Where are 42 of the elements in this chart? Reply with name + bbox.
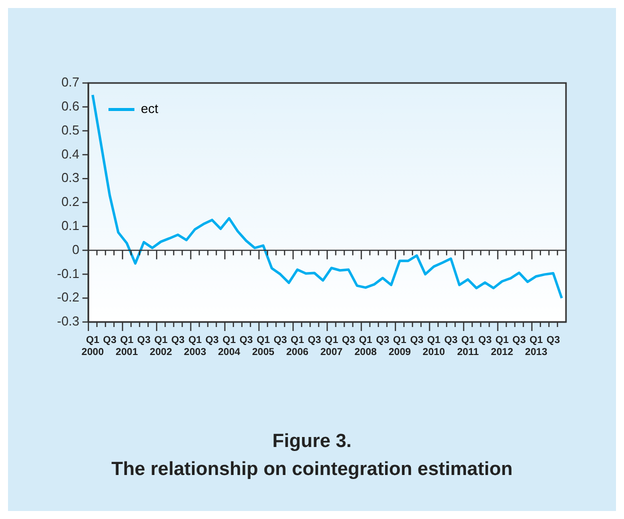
x-tick-label: Q1 2004 bbox=[218, 334, 241, 358]
x-tick-label: Q1 2000 bbox=[82, 334, 104, 358]
x-tick-label: Q3 bbox=[308, 334, 322, 346]
y-tick-label: 0.2 bbox=[61, 194, 80, 210]
x-tick-label: Q1 2009 bbox=[388, 334, 412, 358]
x-tick-label: Q1 2012 bbox=[490, 334, 514, 358]
text: Figure 3. bbox=[271, 430, 353, 454]
text: The relationship on cointegration estimation bbox=[110, 458, 514, 482]
legend-label: ect bbox=[140, 101, 159, 116]
x-tick-label: Q1 2003 bbox=[184, 334, 207, 358]
y-tick-label: -0.2 bbox=[56, 290, 80, 305]
x-tick-label: Q1 2002 bbox=[150, 334, 172, 358]
x-tick-label: Q1 2007 bbox=[320, 334, 344, 358]
x-tick-label: Q1 2013 bbox=[525, 334, 548, 358]
y-tick-label: -0.1 bbox=[56, 266, 80, 281]
x-tick-label: Q1 2008 bbox=[354, 334, 378, 358]
y-tick-label: 0 bbox=[72, 242, 80, 257]
x-tick-label: Q3 bbox=[137, 334, 151, 346]
x-tick-label: Q3 bbox=[342, 334, 356, 346]
x-tick-label: Q3 bbox=[205, 334, 220, 346]
y-tick-label: 0.3 bbox=[61, 170, 80, 186]
x-tick-label: Q1 2001 bbox=[116, 334, 138, 358]
y-tick-label: 0.7 bbox=[61, 74, 80, 90]
y-tick-label: 0.6 bbox=[61, 98, 80, 114]
y-tick-label: 0.5 bbox=[61, 122, 80, 138]
x-tick-label: Q3 bbox=[444, 334, 458, 346]
x-tick-label: Q1 2006 bbox=[286, 334, 309, 358]
x-tick-label: Q3 bbox=[240, 334, 254, 346]
x-tick-label: Q1 2010 bbox=[422, 334, 446, 358]
x-tick-label: Q3 bbox=[478, 334, 492, 346]
y-tick-label: 0.1 bbox=[61, 218, 80, 233]
x-tick-label: Q3 bbox=[376, 334, 390, 346]
x-tick-label: Q3 bbox=[171, 334, 186, 346]
y-tick-label: 0.4 bbox=[61, 146, 80, 162]
y-tick-label: -0.3 bbox=[56, 314, 80, 329]
x-tick-label: Q3 bbox=[546, 334, 560, 346]
x-tick-label: Q1 2005 bbox=[252, 334, 275, 358]
x-tick-label: Q3 bbox=[512, 334, 526, 346]
x-tick-label: Q3 bbox=[103, 334, 117, 346]
x-tick-label: Q3 bbox=[410, 334, 424, 346]
x-tick-label: Q1 2011 bbox=[457, 334, 480, 358]
x-tick-label: Q3 bbox=[274, 334, 288, 346]
